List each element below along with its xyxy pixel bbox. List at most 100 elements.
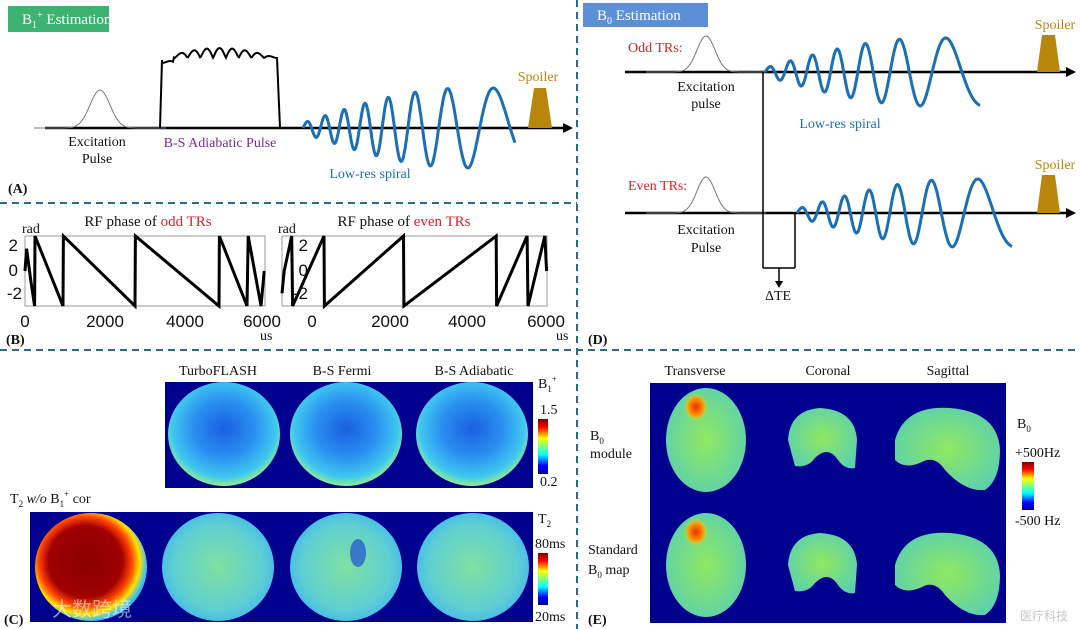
- odd-trs-label: Odd TRs:: [628, 41, 683, 56]
- excitation-label: Excitation: [677, 80, 735, 95]
- plot-frame: [281, 235, 548, 307]
- y-tick: -2: [293, 284, 308, 303]
- b0-colorbar-title: B0: [1017, 417, 1031, 434]
- excitation-label: Excitation: [68, 135, 126, 150]
- column-title-transverse: Transverse: [665, 364, 726, 379]
- b1-map-bs-fermi: [290, 382, 402, 486]
- b0-colorbar-min: -500 Hz: [1015, 514, 1061, 529]
- delta-te-bracket: [762, 72, 796, 282]
- b0-estimation-label-box: [583, 3, 708, 27]
- y-tick: 2: [299, 236, 308, 255]
- even-phase-plot: RF phase of even TRs rad 2 0 -2 0 2000 4…: [278, 214, 568, 344]
- axis-arrow-icon: [563, 123, 573, 133]
- panel-e: Transverse Coronal Sagittal B0 module St…: [588, 364, 1068, 628]
- b1-colorbar-min: 0.2: [540, 475, 558, 490]
- odd-phase-curve: [23, 232, 266, 310]
- t2-map-bs-fermi: [290, 513, 402, 621]
- arrow-down-icon: [775, 281, 783, 288]
- t2-colorbar-min: 20ms: [535, 610, 565, 625]
- b1-colorbar-title: B1+: [538, 374, 557, 394]
- odd-plot-title: RF phase of odd TRs: [84, 214, 211, 230]
- column-title-bs-fermi: B-S Fermi: [313, 364, 372, 379]
- x-unit-label: us: [260, 329, 272, 344]
- t2-colorbar-max: 80ms: [535, 537, 565, 552]
- spoiler-label: Spoiler: [1035, 18, 1076, 33]
- b0-module-coronal: [788, 408, 857, 469]
- y-unit-label: rad: [22, 222, 40, 237]
- even-phase-curve: [280, 232, 549, 310]
- pulse-label: pulse: [691, 97, 721, 112]
- t2-artifact: [350, 539, 366, 567]
- t2-map-uncorrected: [35, 513, 147, 621]
- pulse-label: Pulse: [82, 152, 112, 167]
- panel-a-tag: (A): [8, 182, 28, 197]
- even-plot-title: RF phase of even TRs: [337, 214, 470, 230]
- hot-spot: [684, 518, 708, 546]
- b0-module-row-label: B0: [590, 429, 604, 446]
- plot-frame: [24, 235, 266, 307]
- odd-spiral-waveform: [763, 36, 981, 108]
- x-tick: 0: [307, 312, 316, 331]
- standard-b0-sagittal: [895, 532, 1000, 616]
- panel-c-tag: (C): [4, 613, 24, 628]
- t2-map-bs-adiabatic: [417, 513, 529, 621]
- x-unit-label: us: [556, 329, 568, 344]
- spoiler-gradient: [528, 88, 552, 128]
- b1-colorbar: [538, 419, 548, 474]
- x-tick: 4000: [166, 312, 204, 331]
- x-tick: 4000: [448, 312, 486, 331]
- x-tick: 2000: [86, 312, 124, 331]
- t2-map-turboflash: [162, 513, 274, 621]
- pulse-label: Pulse: [691, 241, 721, 256]
- b0-module-row-label-2: module: [590, 447, 632, 462]
- panel-a: B1+ Estimation Excitation Pulse B-S Adia…: [8, 6, 573, 197]
- odd-spoiler-gradient: [1037, 35, 1060, 72]
- x-tick: 2000: [371, 312, 409, 331]
- t2-uncorrected-label: T2 w/o B1+ cor: [10, 489, 91, 509]
- column-title-coronal: Coronal: [805, 364, 850, 379]
- axis-arrow-icon: [1066, 208, 1076, 218]
- y-unit-label: rad: [278, 222, 296, 237]
- panel-b-tag: (B): [6, 333, 25, 348]
- standard-b0-coronal: [788, 533, 857, 594]
- watermark: 医疗科技: [1020, 609, 1068, 623]
- low-res-spiral-label: Low-res spiral: [799, 117, 880, 132]
- column-title-bs-adiabatic: B-S Adiabatic: [435, 364, 514, 379]
- low-res-spiral-waveform: [301, 86, 517, 170]
- y-tick: 2: [9, 236, 18, 255]
- y-tick: 0: [299, 261, 308, 280]
- excitation-pulse-shape: [34, 89, 166, 129]
- x-tick: 6000: [243, 312, 281, 331]
- low-res-spiral-label: Low-res spiral: [329, 167, 410, 182]
- b0-estimation-label: B0 Estimation: [597, 8, 681, 27]
- x-tick: 6000: [527, 312, 565, 331]
- hot-spot: [684, 393, 708, 421]
- panel-c: TurboFLASH B-S Fermi B-S Adiabatic B1+ 1…: [4, 364, 565, 628]
- b1-estimation-label-box: [8, 6, 109, 32]
- panel-b: RF phase of odd TRs rad 2 0 -2 0 2000 40…: [6, 214, 568, 348]
- even-excitation-pulse-shape: [646, 176, 766, 214]
- b1-estimation-label: B1+ Estimation: [22, 10, 112, 31]
- spoiler-label: Spoiler: [1035, 158, 1076, 173]
- bs-adiabatic-pulse-label: B-S Adiabatic Pulse: [164, 136, 277, 151]
- standard-row-label: Standard: [588, 543, 638, 558]
- b0-colorbar-max: +500Hz: [1015, 446, 1060, 461]
- t2-colorbar: [538, 553, 548, 605]
- b1-colorbar-max: 1.5: [540, 403, 558, 418]
- even-trs-label: Even TRs:: [628, 179, 687, 194]
- even-spoiler-gradient: [1037, 175, 1060, 213]
- odd-phase-plot: RF phase of odd TRs rad 2 0 -2 0 2000 40…: [7, 214, 281, 344]
- standard-b0-row: [666, 513, 1000, 617]
- b0-module-sagittal: [895, 407, 1000, 491]
- y-tick: 0: [9, 261, 18, 280]
- watermark: 大数跨境: [52, 597, 132, 621]
- bs-adiabatic-pulse-shape: [159, 47, 281, 129]
- panel-d-tag: (D): [588, 333, 608, 348]
- column-title-sagittal: Sagittal: [927, 364, 970, 379]
- x-tick: 0: [20, 312, 29, 331]
- b1-map-turboflash: [168, 382, 280, 486]
- b0-module-row: [666, 388, 1000, 492]
- even-spiral-waveform: [795, 177, 1013, 249]
- panel-d: B0 Estimation Odd TRs: Spoiler Excitatio…: [583, 3, 1076, 348]
